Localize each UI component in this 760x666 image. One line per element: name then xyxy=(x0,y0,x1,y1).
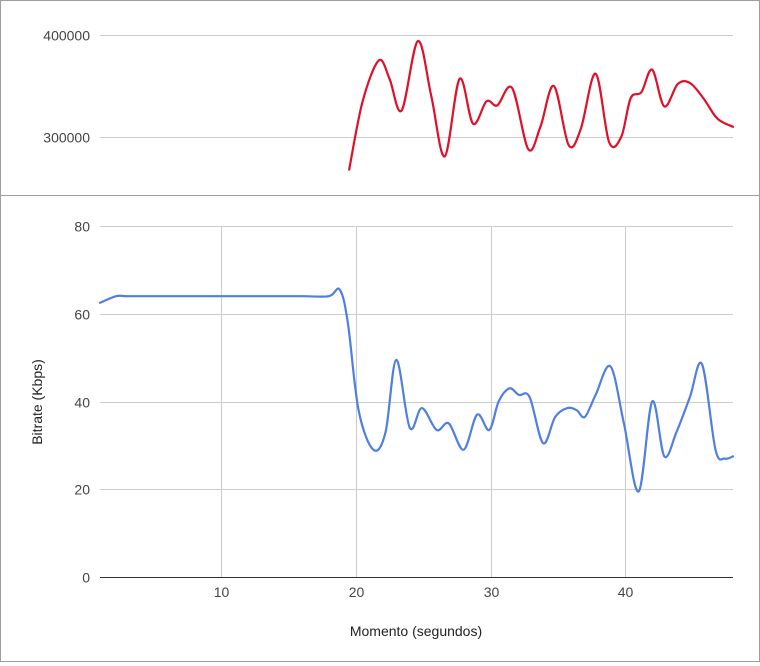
bottom-y-tick-labels: 0 20 40 60 80 xyxy=(74,219,90,586)
top-series-group xyxy=(348,40,735,171)
bottom-y-tick-label: 60 xyxy=(74,307,90,323)
x-tick-label: 40 xyxy=(618,584,634,600)
bottom-panel-border xyxy=(0,195,760,662)
bottom-gridlines xyxy=(100,226,733,577)
top-y-tick-label: 400000 xyxy=(43,28,90,44)
bottom-y-tick-label: 80 xyxy=(74,219,90,235)
x-tick-label: 10 xyxy=(214,584,230,600)
y-axis-title: Bitrate (Kbps) xyxy=(29,359,45,445)
top-series-line xyxy=(348,40,735,171)
top-gridlines xyxy=(100,35,733,138)
bottom-y-tick-label: 20 xyxy=(74,482,90,498)
top-y-tick-label: 300000 xyxy=(43,130,90,146)
bottom-y-tick-label: 40 xyxy=(74,395,90,411)
bottom-series-group xyxy=(98,287,735,493)
bottom-series-line xyxy=(98,287,735,493)
top-y-tick-labels: 300000 400000 xyxy=(43,28,90,146)
top-panel-border xyxy=(0,0,760,196)
x-axis-title: Momento (segundos) xyxy=(350,623,482,639)
bottom-x-tick-labels: 10 20 30 40 xyxy=(214,584,634,600)
x-tick-label: 30 xyxy=(484,584,500,600)
x-tick-label: 20 xyxy=(349,584,365,600)
bottom-y-tick-label: 0 xyxy=(82,570,90,586)
bottom-chart-panel: 0 20 40 60 80 10 20 30 40 Momento (segundos) Bi… xyxy=(0,195,760,662)
top-chart-panel: 300000 400000 xyxy=(0,0,760,196)
